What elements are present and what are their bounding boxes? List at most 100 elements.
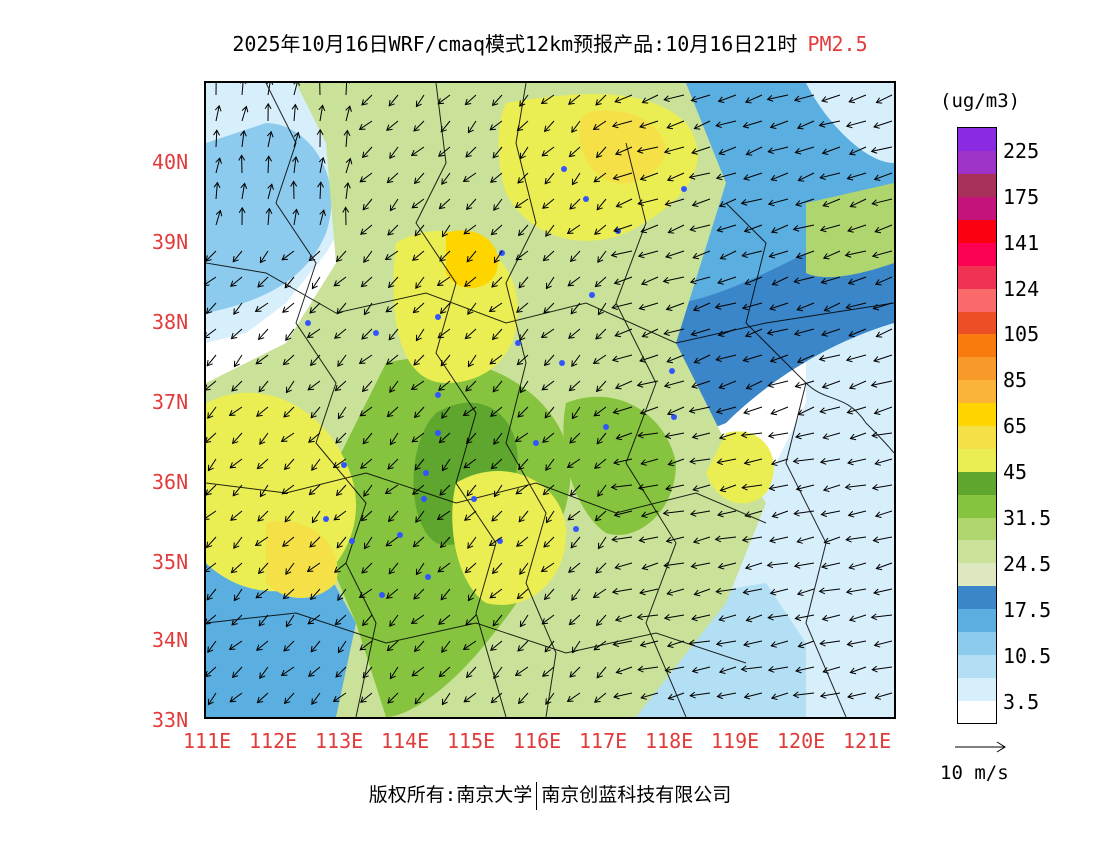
wind-arrow-head xyxy=(207,698,214,706)
wind-arrow-head xyxy=(386,124,393,131)
wind-arrow-head xyxy=(256,696,264,704)
wind-arrow-head xyxy=(387,281,395,289)
wind-arrow xyxy=(693,302,711,311)
wind-arrow-head xyxy=(386,358,393,365)
wind-arrow-head xyxy=(437,332,445,339)
wind-arrow-head xyxy=(875,563,883,571)
wind-arrow xyxy=(847,224,867,232)
colorbar-swatch xyxy=(958,608,996,632)
wind-arrow xyxy=(441,640,451,653)
wind-arrow-head xyxy=(308,488,316,496)
wind-arrow xyxy=(437,276,451,286)
wind-arrow xyxy=(362,614,373,626)
wind-arrow-head xyxy=(820,277,828,285)
wind-arrow xyxy=(667,588,685,595)
wind-arrow xyxy=(637,380,659,386)
wind-arrow-head xyxy=(666,589,673,596)
wind-arrow xyxy=(876,562,893,570)
wind-arrow-head xyxy=(770,408,778,416)
wind-arrow xyxy=(336,484,347,496)
wind-arrow-head xyxy=(848,96,856,104)
wind-arrow-head xyxy=(664,199,672,207)
wind-arrow xyxy=(849,146,867,155)
wind-arrow xyxy=(257,692,269,703)
wind-arrow xyxy=(717,458,737,464)
wind-arrow-head xyxy=(285,620,292,628)
wind-arrow-head xyxy=(689,691,696,699)
wind-arrow-head xyxy=(662,277,670,284)
wind-arrow-head xyxy=(514,669,522,676)
wind-arrow xyxy=(515,250,529,261)
wind-arrow xyxy=(231,328,243,339)
wind-arrow-head xyxy=(820,510,828,518)
wind-arrow-head xyxy=(845,535,852,543)
wind-arrow xyxy=(517,354,529,365)
wind-arrow-head xyxy=(438,384,445,391)
colorbar-swatch xyxy=(958,448,996,472)
wind-arrow xyxy=(745,510,763,517)
wind-arrow xyxy=(439,198,451,209)
wind-arrow-head xyxy=(823,537,831,545)
wind-arrow xyxy=(385,250,399,260)
wind-arrow-head xyxy=(240,182,248,190)
wind-arrow xyxy=(437,562,451,573)
wind-arrow xyxy=(641,458,659,465)
wind-arrow xyxy=(716,354,737,361)
wind-arrow xyxy=(594,458,607,469)
wind-arrow xyxy=(489,588,503,599)
wind-arrow-head xyxy=(360,280,368,288)
wind-arrow xyxy=(281,432,295,442)
wind-arrow xyxy=(519,94,529,107)
wind-arrow xyxy=(875,276,893,285)
wind-arrow-head xyxy=(258,385,265,393)
wind-arrow-head xyxy=(463,462,471,469)
wind-arrow-head xyxy=(610,251,618,258)
colorbar-swatch xyxy=(958,677,996,701)
wind-arrow-head xyxy=(613,278,621,285)
wind-arrow-head xyxy=(514,435,522,442)
wind-arrow-head xyxy=(873,174,881,181)
wind-arrow xyxy=(285,380,295,393)
wind-arrow-head xyxy=(594,280,602,288)
wind-arrow-head xyxy=(569,203,576,210)
wind-arrow xyxy=(411,666,425,677)
wind-arrow xyxy=(467,354,477,367)
wind-arrow-head xyxy=(742,121,750,129)
wind-arrow xyxy=(569,666,581,678)
lon-label: 115E xyxy=(447,729,496,753)
wind-arrow xyxy=(441,406,451,419)
wind-arrow xyxy=(515,666,529,676)
wind-arrow-head xyxy=(874,459,881,466)
wind-arrow-head xyxy=(543,125,551,133)
wind-arrow xyxy=(541,380,555,391)
wind-arrow xyxy=(771,224,789,233)
wind-arrow-head xyxy=(410,383,418,390)
wind-arrow-head xyxy=(517,645,524,652)
lon-label: 111E xyxy=(183,729,232,753)
wind-arrow-head xyxy=(595,333,602,340)
wind-arrow-head xyxy=(612,173,620,181)
wind-arrow xyxy=(820,172,841,179)
wind-arrow-head xyxy=(665,484,672,492)
wind-arrow-head xyxy=(336,307,343,315)
wind-arrow-head xyxy=(821,382,829,389)
wind-arrow xyxy=(719,198,737,207)
wind-arrow-head xyxy=(489,592,497,599)
wind-arrow-head xyxy=(592,591,600,598)
wind-arrow-head xyxy=(596,437,603,445)
wind-arrow xyxy=(258,614,269,627)
wind-arrow-head xyxy=(769,536,776,544)
wind-arrow xyxy=(544,640,555,653)
wind-arrow-head xyxy=(281,488,289,495)
wind-arrow-head xyxy=(319,209,326,216)
wind-arrow-head xyxy=(568,150,576,158)
wind-arrow xyxy=(241,83,244,96)
wind-arrow-head xyxy=(488,539,496,546)
wind-arrow-head xyxy=(771,511,779,519)
wind-arrow xyxy=(515,484,529,495)
wind-arrow-head xyxy=(284,515,291,523)
wind-arrow xyxy=(874,406,893,414)
wind-arrow-head xyxy=(873,640,881,648)
wind-arrow xyxy=(465,94,477,105)
wind-arrow xyxy=(345,106,351,122)
